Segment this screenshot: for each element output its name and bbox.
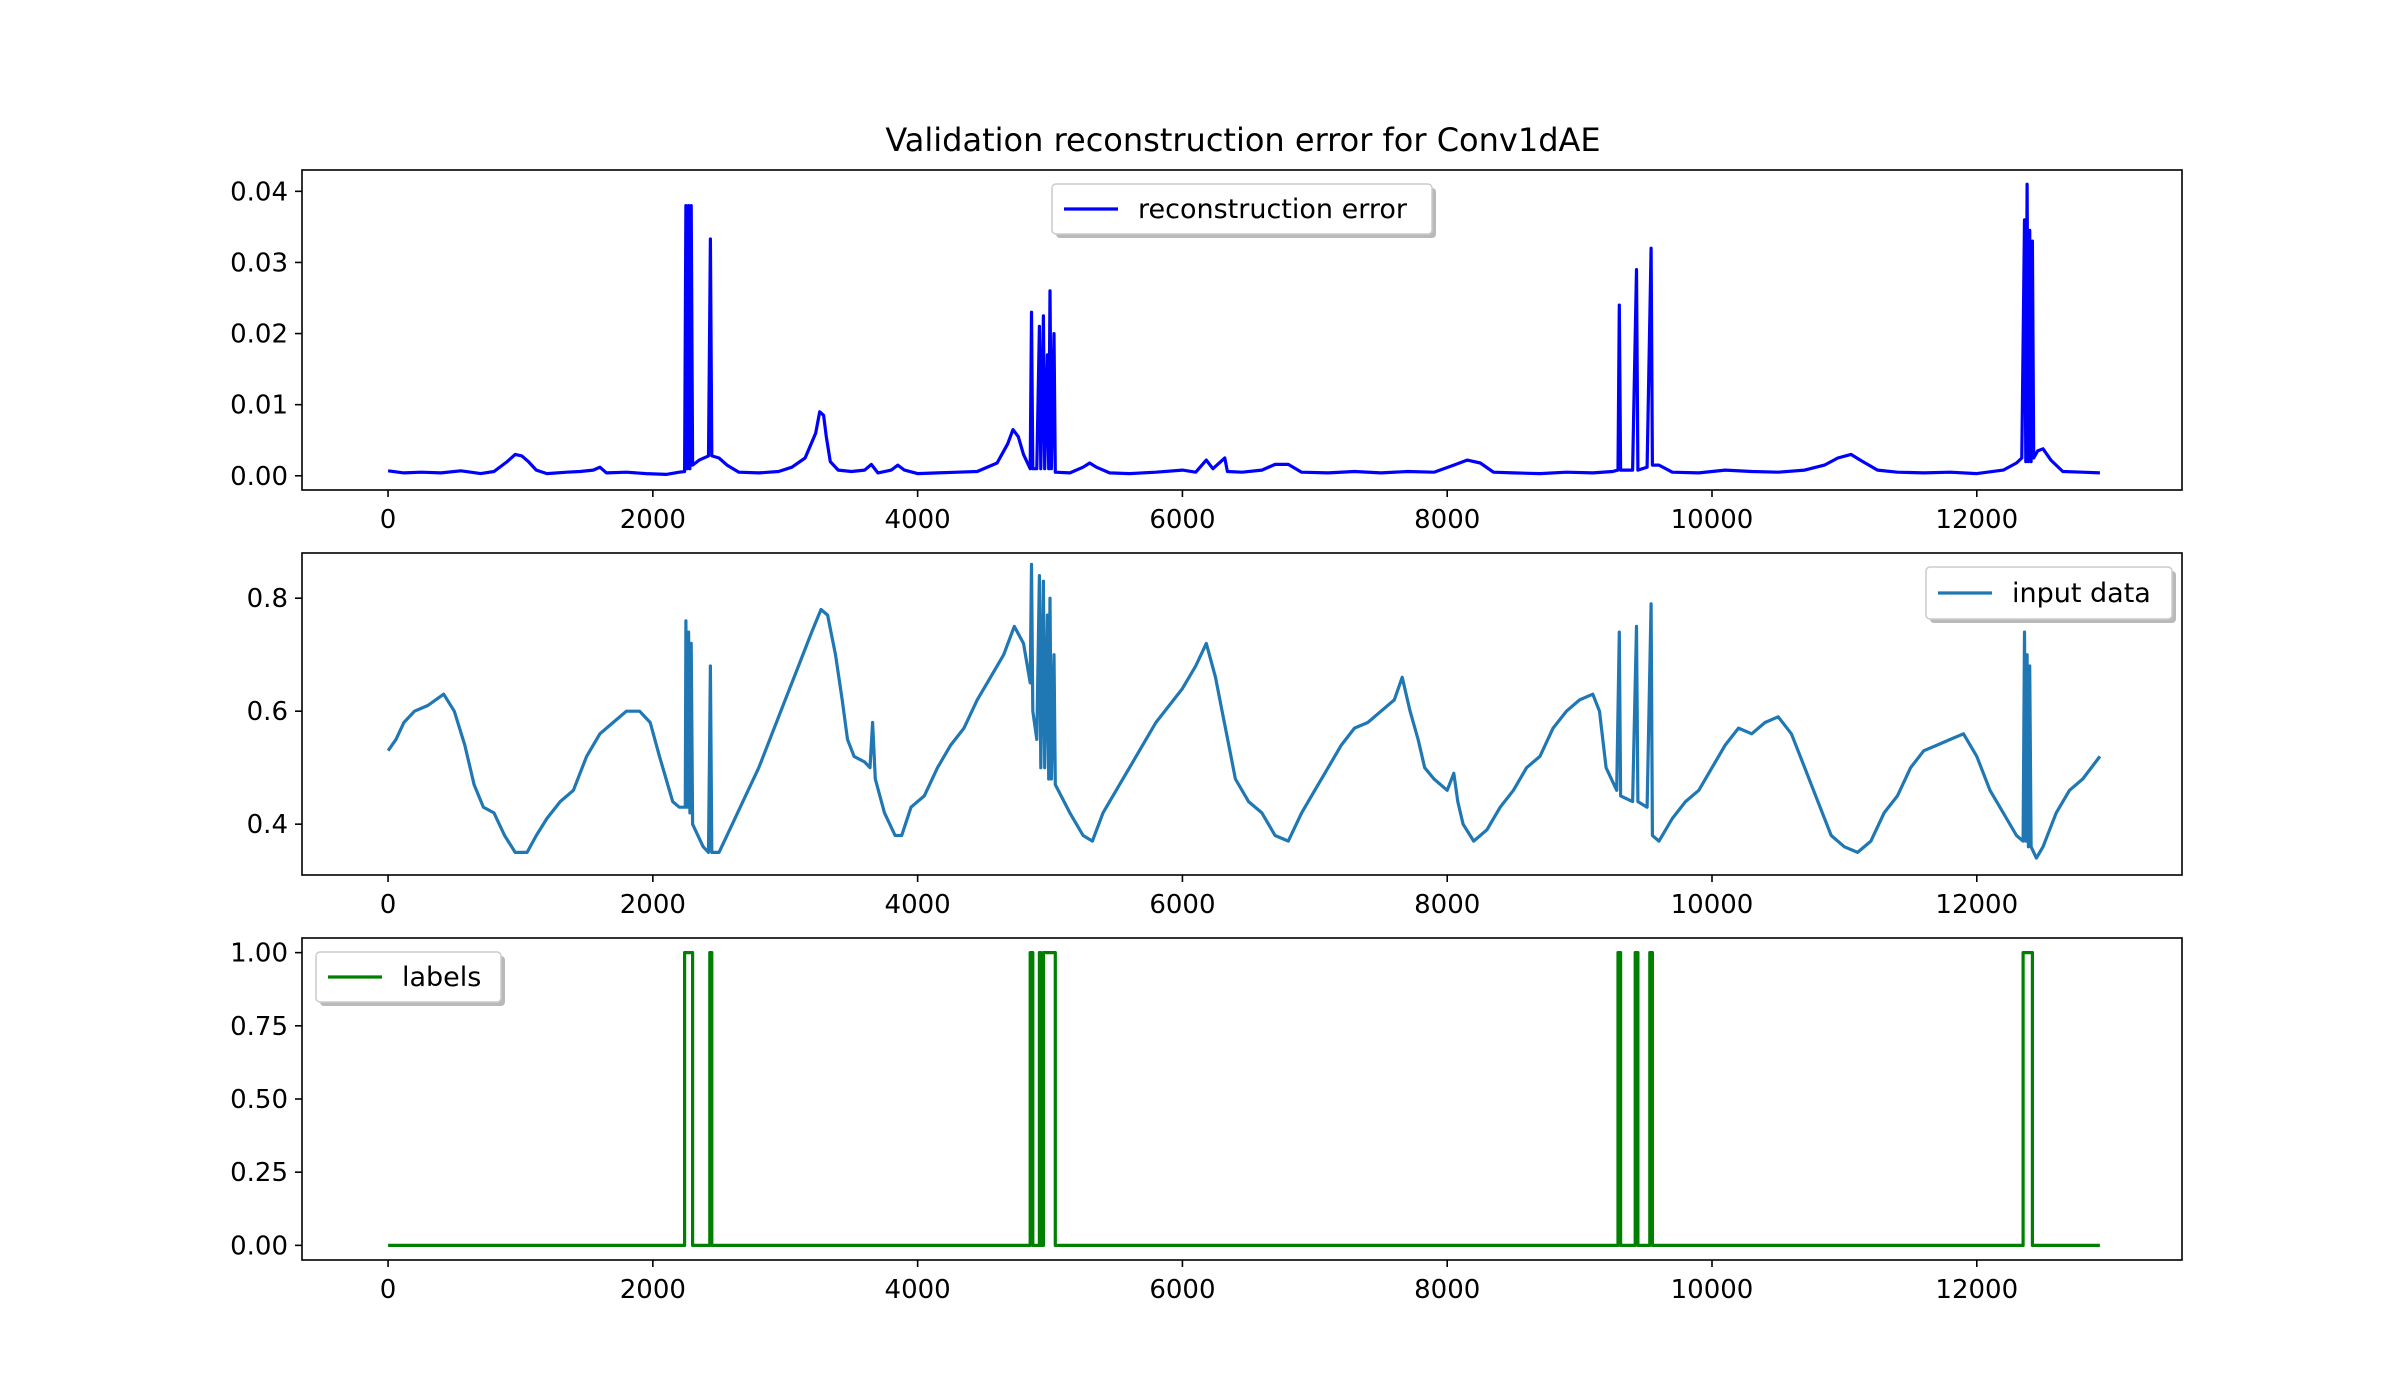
y-tick-label: 0.6 [247,697,288,727]
x-tick-label: 0 [380,1275,397,1305]
series-line-2-1 [386,562,2102,860]
x-tick-label: 12000 [1935,505,2018,535]
x-tick-label: 0 [380,505,397,535]
x-tick-label: 6000 [1149,890,1215,920]
series-line-3-1 [388,951,2100,1247]
x-tick-label: 10000 [1671,505,1754,535]
legend-box [1051,183,1433,235]
legend-label: reconstruction error [1138,194,1408,225]
x-tick-label: 2000 [620,1275,686,1305]
axes-frame-2 [301,552,2183,876]
x-tick-label: 8000 [1414,890,1480,920]
y-tick-label: 0.8 [247,584,288,614]
legend-label: input data [2012,578,2151,609]
legend-box [1925,566,2173,620]
x-tick-label: 4000 [885,505,951,535]
x-tick-label: 12000 [1935,1275,2018,1305]
x-tick-label: 12000 [1935,890,2018,920]
x-tick-label: 6000 [1149,505,1215,535]
x-tick-label: 8000 [1414,1275,1480,1305]
legend-box [315,951,502,1003]
y-tick-label: 0.01 [230,391,288,421]
x-tick-label: 6000 [1149,1275,1215,1305]
x-tick-label: 2000 [620,890,686,920]
legend-3: labels [315,951,505,1006]
y-tick-label: 0.75 [230,1012,288,1042]
y-tick-label: 1.00 [230,939,288,969]
figure-title: Validation reconstruction error for Conv… [885,121,1600,159]
y-tick-label: 0.50 [230,1085,288,1115]
x-tick-label: 2000 [620,505,686,535]
subplot-1: 0 2000 4000 6000 8000 10000 12000 0.00 0.01 0.02 0… [230,169,2183,535]
x-tick-label: 8000 [1414,505,1480,535]
y-tick-label: 0.00 [230,1231,288,1261]
x-tick-label: 10000 [1671,1275,1754,1305]
x-tick-label: 0 [380,890,397,920]
subplots: 0 2000 4000 6000 8000 10000 12000 0.00 0.01 0.02 0… [230,169,2183,1305]
y-tick-label: 0.04 [230,177,288,207]
y-tick-label: 0.03 [230,248,288,278]
axes-frame-1 [301,169,2183,491]
series-line-1-1 [387,182,2100,476]
legend-label: labels [402,962,481,993]
subplot-2: 0 2000 4000 6000 8000 10000 12000 0.4 0.6 0.8 inpu… [247,552,2183,920]
y-tick-label: 0.25 [230,1158,288,1188]
y-tick-label: 0.02 [230,320,288,350]
x-tick-label: 10000 [1671,890,1754,920]
y-tick-label: 0.00 [230,462,288,492]
subplot-3: 0 2000 4000 6000 8000 10000 12000 0.00 0.25 0.50 0… [230,937,2183,1305]
legend-2: input data [1925,566,2176,623]
legend-1: reconstruction error [1051,183,1436,238]
x-tick-label: 4000 [885,1275,951,1305]
y-tick-label: 0.4 [247,810,288,840]
x-tick-label: 4000 [885,890,951,920]
